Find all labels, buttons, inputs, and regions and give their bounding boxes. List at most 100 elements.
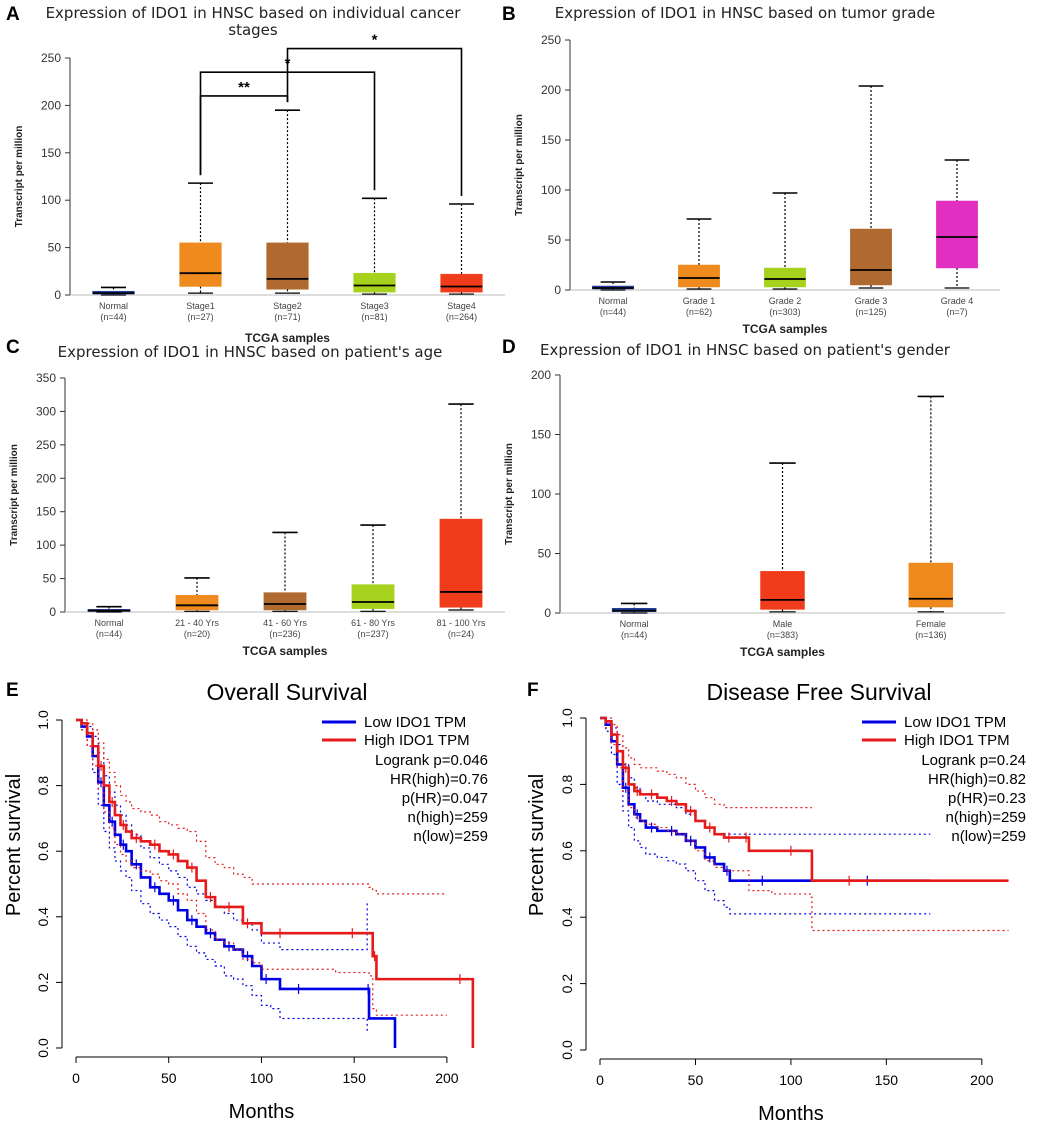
x-tick-label: 100 — [779, 1072, 803, 1088]
y-tick-label: 300 — [36, 404, 56, 418]
ci-lower-0 — [600, 717, 931, 915]
survival-curve-high-ido1-tpm — [600, 716, 1009, 882]
y-axis-label: Percent survival — [526, 774, 548, 916]
chart-title: Expression of IDO1 in HNSC based on indi… — [46, 4, 462, 22]
category-count: (n=71) — [274, 312, 300, 322]
y-tick-label: 250 — [541, 33, 561, 47]
category-count: (n=303) — [769, 307, 800, 317]
category-count: (n=44) — [600, 307, 626, 317]
panel-label: C — [6, 337, 20, 358]
category-label: Grade 1 — [683, 296, 716, 306]
box-male — [760, 571, 805, 610]
panel-label: B — [502, 4, 516, 25]
y-tick-label: 0 — [49, 605, 56, 619]
y-tick-label: 0 — [544, 606, 551, 620]
box-grade-3 — [850, 228, 892, 286]
x-axis-label: TCGA samples — [245, 331, 330, 345]
y-tick-label: 1.0 — [559, 708, 575, 728]
survival-curve-high-ido1-tpm — [76, 718, 475, 1048]
panel-label: E — [6, 680, 19, 701]
box-61-80-yrs — [351, 584, 395, 609]
category-label: 61 - 80 Yrs — [351, 618, 395, 628]
chart-title: Overall Survival — [206, 679, 367, 705]
category-label: Normal — [598, 296, 627, 306]
box-stage2 — [266, 242, 309, 290]
y-tick-label: 1.0 — [35, 710, 51, 730]
category-count: (n=7) — [946, 307, 967, 317]
y-axis-label: Percent survival — [3, 774, 25, 916]
category-label: Grade 3 — [855, 296, 888, 306]
significance-label: ** — [238, 79, 250, 96]
ci-lower-0 — [76, 719, 368, 1032]
y-tick-label: 50 — [538, 547, 552, 561]
y-tick-label: 100 — [41, 193, 61, 207]
category-count: (n=237) — [357, 629, 388, 639]
chart-title: stages — [228, 21, 278, 39]
y-tick-label: 50 — [43, 572, 57, 586]
y-axis-label: Transcript per million — [14, 126, 25, 228]
y-tick-label: 350 — [36, 371, 56, 385]
y-tick-label: 100 — [36, 538, 56, 552]
y-tick-label: 150 — [531, 428, 551, 442]
category-label: Stage3 — [360, 301, 389, 311]
box-stage3 — [353, 272, 396, 293]
y-tick-label: 200 — [531, 368, 551, 382]
y-tick-label: 150 — [41, 146, 61, 160]
category-count: (n=264) — [446, 312, 477, 322]
y-axis-label: Transcript per million — [504, 443, 515, 545]
y-tick-label: 250 — [41, 51, 61, 65]
box-stage1 — [179, 242, 222, 287]
significance-bracket — [199, 95, 289, 176]
y-tick-label: 250 — [36, 438, 56, 452]
category-count: (n=62) — [686, 307, 712, 317]
box-grade-1 — [678, 264, 720, 288]
box-81-100-yrs — [439, 518, 483, 608]
y-tick-label: 200 — [36, 471, 56, 485]
y-tick-label: 0.2 — [35, 972, 51, 992]
category-label: 21 - 40 Yrs — [175, 618, 219, 628]
significance-label: * — [372, 32, 378, 49]
x-tick-label: 100 — [250, 1070, 274, 1086]
box-stage4 — [440, 273, 483, 293]
stat-label: p(HR)=0.047 — [402, 790, 488, 807]
panel-label: A — [6, 4, 20, 25]
category-label: 81 - 100 Yrs — [437, 618, 486, 628]
stat-label: n(high)=259 — [408, 809, 488, 826]
ci-upper-1 — [600, 717, 812, 809]
chart-title: Expression of IDO1 in HNSC based on pati… — [540, 341, 951, 359]
legend-label: High IDO1 TPM — [904, 732, 1010, 749]
box-female — [908, 562, 954, 608]
category-count: (n=136) — [915, 630, 946, 640]
y-tick-label: 0 — [554, 283, 561, 297]
y-tick-label: 150 — [541, 133, 561, 147]
x-tick-label: 50 — [688, 1072, 704, 1088]
x-tick-label: 150 — [343, 1070, 367, 1086]
x-tick-label: 0 — [72, 1070, 80, 1086]
category-label: 41 - 60 Yrs — [263, 618, 307, 628]
y-tick-label: 0.0 — [559, 1040, 575, 1060]
category-count: (n=24) — [448, 629, 474, 639]
category-label: Grade 4 — [941, 296, 974, 306]
stat-label: Logrank p=0.046 — [375, 752, 488, 769]
y-tick-label: 0.0 — [35, 1038, 51, 1058]
y-tick-label: 200 — [41, 98, 61, 112]
x-axis-label: Months — [758, 1103, 824, 1125]
stat-label: p(HR)=0.23 — [948, 790, 1026, 807]
category-count: (n=44) — [96, 629, 122, 639]
category-count: (n=27) — [187, 312, 213, 322]
category-label: Normal — [620, 619, 649, 629]
category-count: (n=44) — [621, 630, 647, 640]
y-tick-label: 100 — [531, 487, 551, 501]
y-tick-label: 0 — [54, 288, 61, 302]
category-count: (n=236) — [269, 629, 300, 639]
category-label: Stage4 — [447, 301, 476, 311]
stat-label: n(low)=259 — [951, 828, 1026, 845]
stat-label: n(high)=259 — [946, 809, 1026, 826]
category-label: Male — [773, 619, 793, 629]
panel-label: F — [527, 680, 539, 701]
legend-label: Low IDO1 TPM — [364, 714, 466, 731]
legend-label: High IDO1 TPM — [364, 732, 470, 749]
x-tick-label: 150 — [875, 1072, 899, 1088]
